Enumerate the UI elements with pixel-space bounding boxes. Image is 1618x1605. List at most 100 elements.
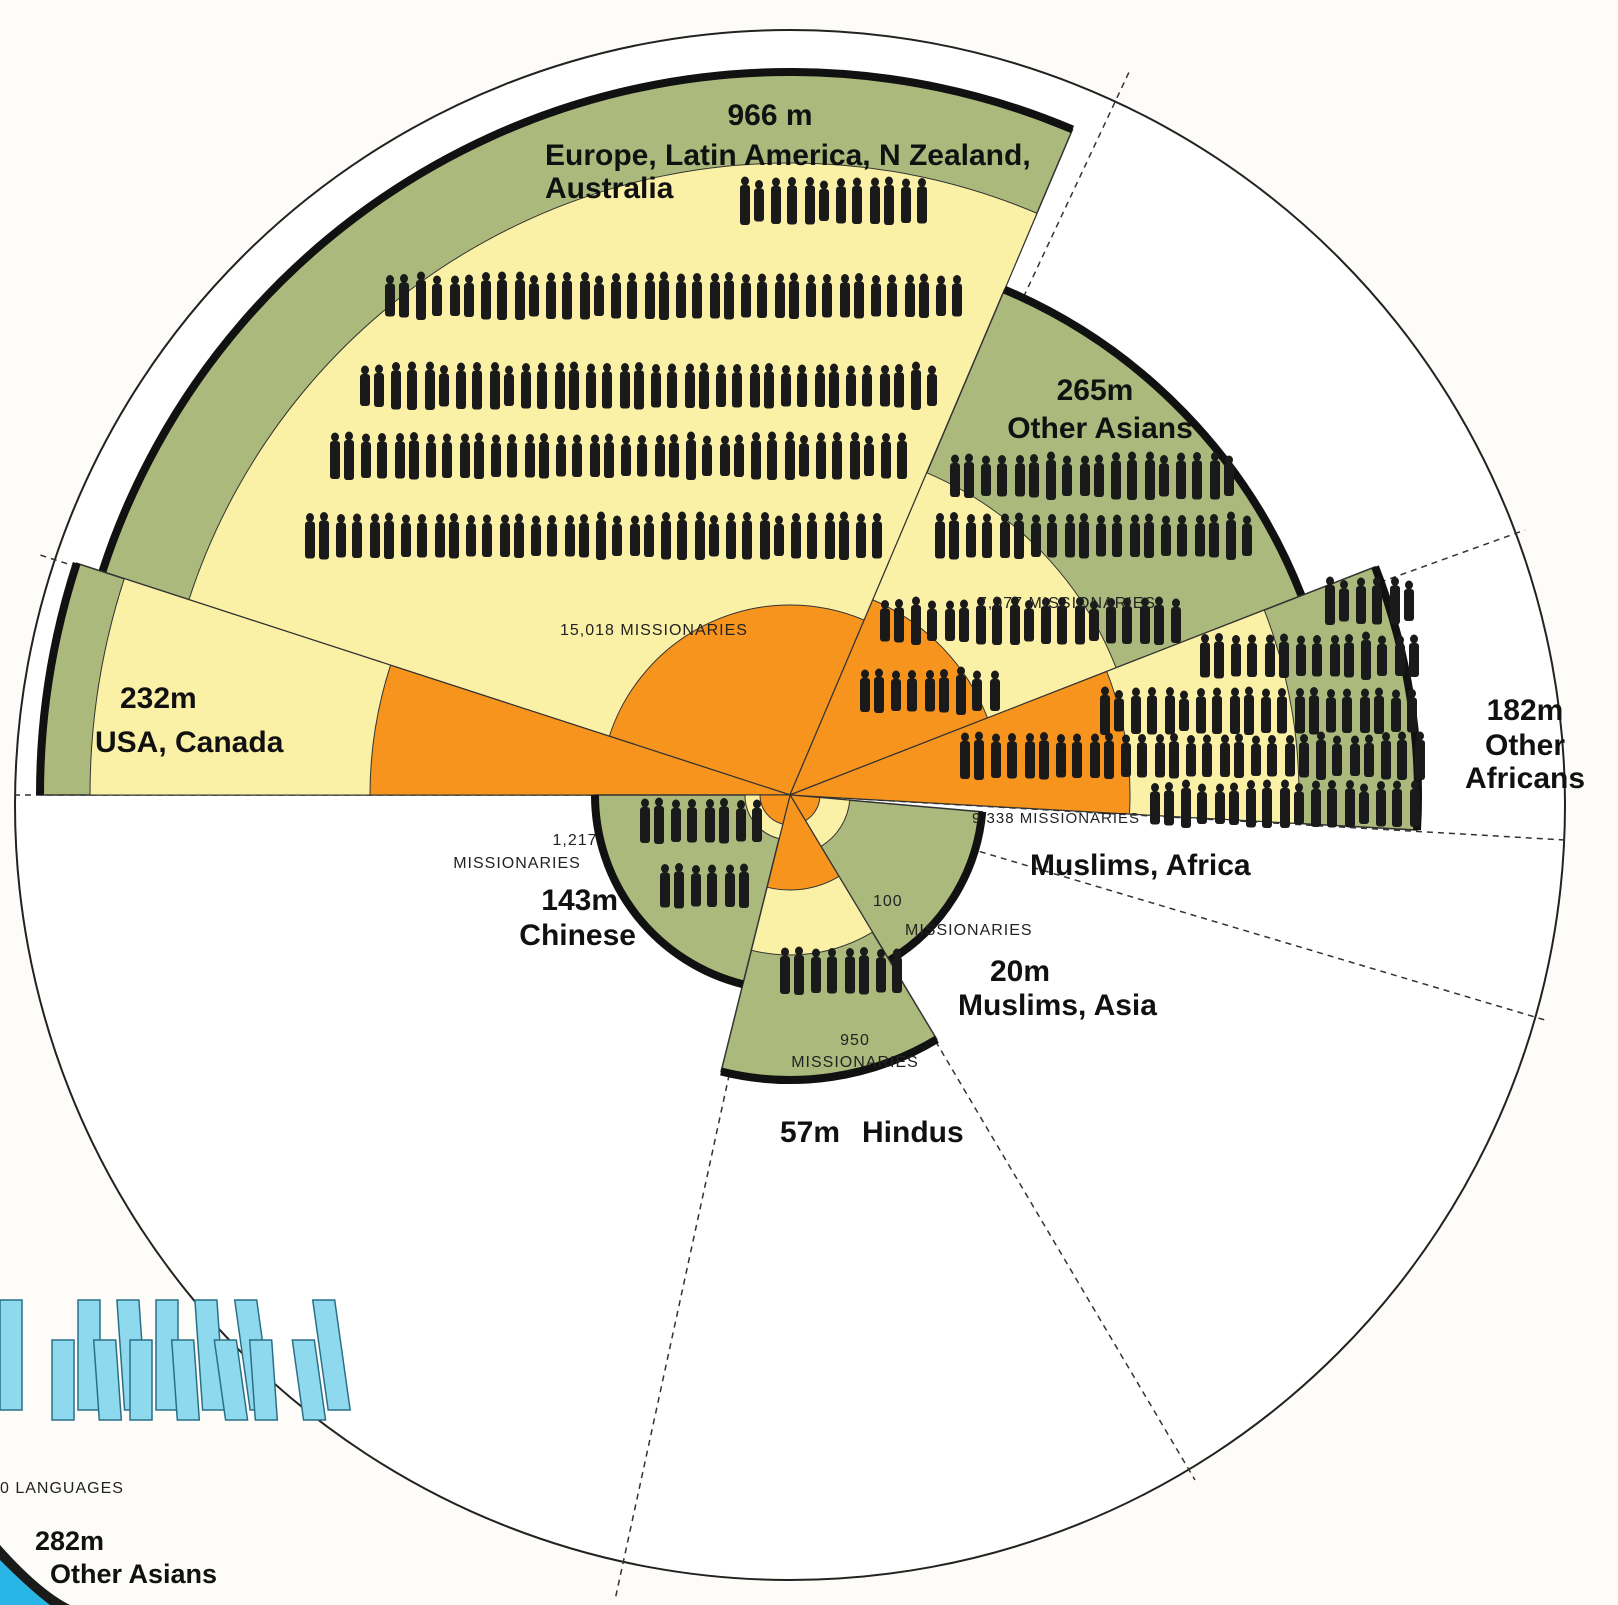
silhouette-head — [597, 511, 605, 521]
silhouette-body — [771, 186, 781, 224]
missionaries-label: 100 — [873, 893, 903, 910]
silhouette-head — [1148, 687, 1156, 696]
silhouette-head — [881, 365, 889, 374]
silhouette-body — [1220, 743, 1230, 777]
silhouette-head — [1221, 734, 1229, 744]
silhouette-head — [677, 273, 685, 283]
silhouette-body — [734, 443, 744, 477]
silhouette-body — [442, 442, 452, 478]
silhouette-head — [641, 798, 649, 808]
missionaries-label: 15,018 MISSIONARIES — [560, 622, 748, 639]
silhouette-body — [1131, 696, 1141, 734]
silhouette-body — [757, 282, 767, 318]
silhouette-head — [786, 431, 794, 441]
silhouette-body — [1075, 605, 1085, 645]
silhouette-body — [472, 370, 482, 410]
silhouette-body — [692, 281, 702, 319]
silhouette-head — [450, 513, 458, 522]
silhouette-head — [1377, 781, 1385, 790]
silhouette-body — [939, 677, 949, 713]
silhouette-head — [1042, 597, 1050, 607]
silhouette-body — [1246, 788, 1256, 828]
silhouette-head — [483, 514, 491, 524]
silhouette-head — [946, 600, 954, 610]
silhouette-body — [1344, 642, 1354, 678]
silhouette-head — [1113, 514, 1121, 524]
silhouette-body — [556, 443, 566, 477]
silhouette-body — [565, 523, 575, 557]
silhouette-body — [732, 372, 742, 408]
silhouette-body — [456, 371, 466, 409]
silhouette-head — [733, 364, 741, 373]
silhouette-body — [862, 373, 872, 407]
silhouette-body — [640, 807, 650, 843]
silhouette-head — [912, 361, 920, 371]
silhouette-head — [826, 512, 834, 522]
silhouette-body — [654, 806, 664, 844]
silhouette-head — [1097, 515, 1105, 524]
silhouette-head — [782, 365, 790, 374]
silhouette-body — [604, 442, 614, 478]
silhouette-head — [1408, 689, 1416, 698]
silhouette-head — [693, 273, 701, 282]
silhouette-body — [1215, 792, 1225, 824]
segment-name: Muslims, Asia — [958, 989, 1157, 1022]
silhouette-body — [1197, 792, 1207, 824]
silhouette-head — [538, 362, 546, 372]
silhouette-body — [805, 185, 815, 225]
silhouette-body — [426, 442, 436, 478]
silhouette-head — [926, 670, 934, 679]
silhouette-body — [449, 521, 459, 559]
silhouette-body — [612, 524, 622, 556]
silhouette-head — [1145, 513, 1153, 523]
silhouette-body — [1072, 742, 1082, 778]
missionaries-label: 9,338 MISSIONARIES — [972, 810, 1140, 827]
silhouette-head — [1227, 511, 1235, 521]
silhouette-body — [695, 520, 705, 560]
segment-name: Africans — [1465, 762, 1585, 795]
silhouette-body — [751, 440, 761, 480]
silhouette-head — [861, 669, 869, 679]
silhouette-body — [1159, 463, 1169, 497]
silhouette-head — [983, 513, 991, 523]
silhouette-head — [1210, 514, 1218, 523]
silhouette-body — [677, 520, 687, 560]
silhouette-body — [1007, 741, 1017, 779]
silhouette-body — [1192, 460, 1202, 500]
silhouette-head — [1180, 690, 1188, 700]
silhouette-body — [1137, 742, 1147, 778]
silhouette-body — [1089, 609, 1099, 641]
silhouette-body — [686, 440, 696, 480]
silhouette-body — [1409, 643, 1419, 677]
silhouette-body — [1047, 522, 1057, 558]
book — [248, 1339, 279, 1421]
book — [0, 1299, 23, 1411]
silhouette-head — [563, 272, 571, 281]
silhouette-body — [1140, 606, 1150, 644]
wedge-rim — [1002, 285, 1306, 598]
silhouette-body — [460, 442, 470, 478]
silhouette-body — [901, 187, 911, 223]
silhouette-head — [1375, 687, 1383, 697]
silhouette-body — [880, 608, 890, 642]
silhouette-head — [875, 668, 883, 678]
book — [92, 1339, 123, 1421]
silhouette-body — [726, 521, 736, 559]
silhouette-head — [998, 455, 1006, 464]
silhouette-head — [1410, 634, 1418, 644]
silhouette-body — [839, 520, 849, 560]
silhouette-body — [1410, 789, 1420, 827]
silhouette-head — [1382, 732, 1390, 741]
silhouette-head — [1411, 780, 1419, 790]
silhouette-head — [1047, 451, 1055, 461]
silhouette-head — [1357, 577, 1365, 587]
wedge-inner — [369, 664, 791, 796]
segment-name: Other Asians — [1007, 412, 1193, 445]
silhouette-body — [974, 740, 984, 780]
silhouette-body — [960, 741, 970, 779]
silhouette-head — [362, 433, 370, 443]
silhouette-body — [374, 373, 384, 407]
silhouette-head — [492, 434, 500, 444]
silhouette-body — [1161, 524, 1171, 556]
silhouette-body — [1177, 523, 1187, 557]
